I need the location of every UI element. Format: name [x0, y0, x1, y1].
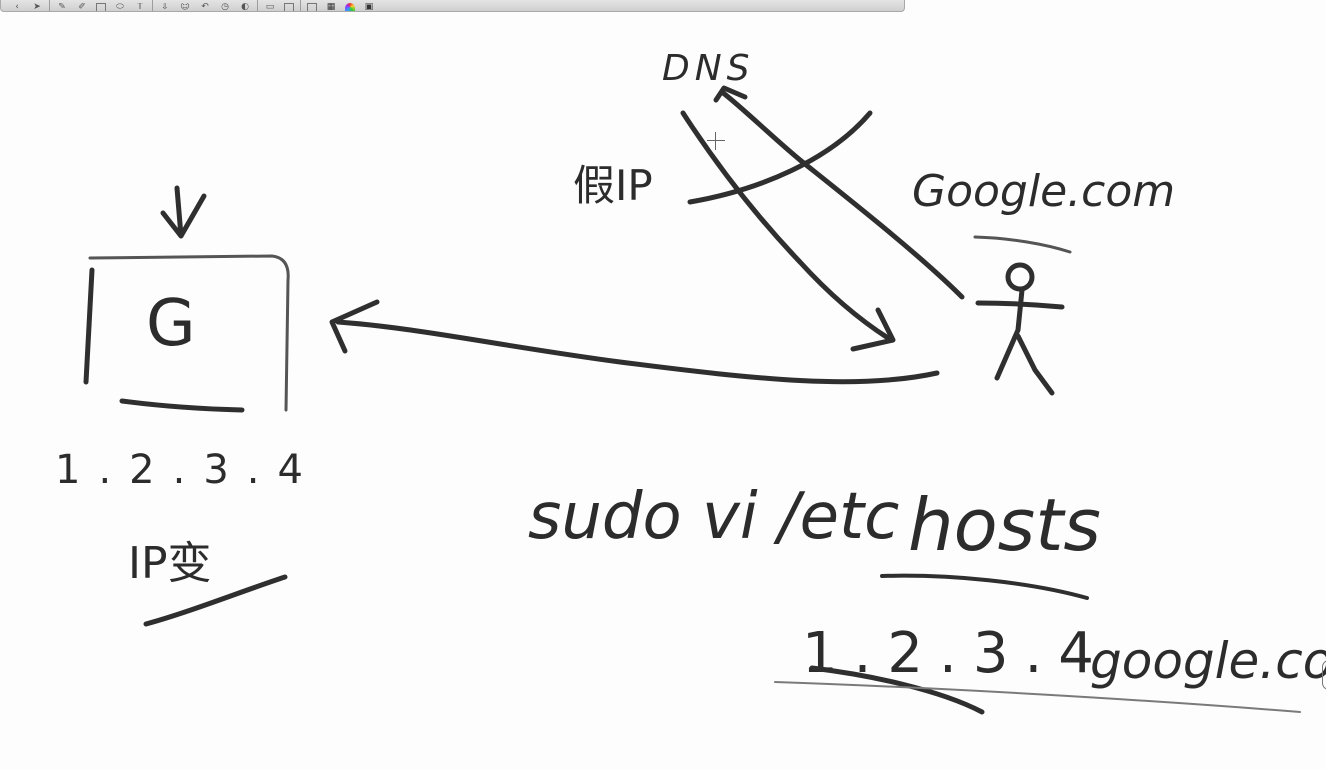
hosts-ip-underline — [809, 665, 985, 715]
fake-ip-label: 假IP — [573, 161, 653, 210]
shape-icon[interactable]: ⬭ — [116, 3, 124, 11]
hosts-entry-domain: google.com — [1090, 632, 1326, 690]
fake-ip-stroke — [687, 110, 873, 205]
trash-icon[interactable] — [307, 3, 317, 11]
layers-icon[interactable]: ▣ — [364, 3, 374, 11]
color-icon[interactable]: ◐ — [241, 3, 249, 11]
domain-label: Google.com — [912, 166, 1175, 217]
toolbar-group-draw: ✎ ✐ ⬭ T — [50, 0, 153, 11]
request-arrow-head — [329, 299, 380, 354]
person-icon — [975, 262, 1065, 396]
request-arrow-line — [335, 319, 940, 385]
undo-icon[interactable]: ↶ — [201, 3, 209, 11]
pen-icon[interactable]: ✎ — [58, 3, 66, 11]
server-arrow-down — [160, 185, 207, 239]
image-icon[interactable] — [96, 3, 106, 11]
drawing-toolbar: ‹ ➤ ✎ ✐ ⬭ T ⇩ ☺ ↶ ◷ ◐ ▭ ▦ ▣ — [0, 0, 905, 12]
server-note-underline — [143, 574, 288, 627]
hosts-entry-underline — [774, 681, 1301, 713]
crosshair-cursor-icon — [707, 132, 725, 150]
dns-label: DNS — [662, 48, 755, 89]
response-arrow-head — [850, 307, 896, 352]
server-ip: 1.2.3.4 — [55, 447, 321, 493]
highlighter-icon[interactable]: ✐ — [78, 3, 86, 11]
edge-circle-icon — [1322, 660, 1326, 690]
command-file: hosts — [908, 483, 1101, 567]
server-box-left — [83, 267, 95, 385]
clock-icon[interactable]: ◷ — [221, 3, 229, 11]
settings-icon[interactable]: ▦ — [326, 3, 336, 11]
hosts-underline — [880, 573, 1089, 600]
color-wheel-icon[interactable] — [345, 3, 355, 11]
hosts-entry-ip: 1.2.3.4 — [802, 621, 1110, 686]
arrow-down-icon[interactable]: ⇩ — [161, 3, 169, 11]
toolbar-group-end: ▦ ▣ — [301, 0, 381, 11]
toolbar-group-edit: ▭ — [258, 0, 301, 11]
toolbar-group-misc: ⇩ ☺ ↶ ◷ ◐ — [153, 0, 258, 11]
server-box-top-right — [88, 254, 290, 412]
server-ip-note: IP变 — [128, 538, 212, 589]
copy-icon[interactable]: ▭ — [265, 3, 275, 11]
pointer-icon[interactable]: ➤ — [33, 3, 41, 11]
server-letter: G — [146, 287, 196, 361]
clipboard-icon[interactable] — [284, 3, 294, 11]
domain-underline — [973, 235, 1072, 254]
toolbar-group-nav: ‹ ➤ — [5, 0, 50, 11]
command-prefix: sudo vi /etc — [528, 480, 899, 554]
chevron-left-icon[interactable]: ‹ — [15, 3, 19, 11]
smiley-icon[interactable]: ☺ — [180, 3, 190, 11]
server-box-bottom — [119, 398, 245, 413]
response-arrow-line — [680, 110, 891, 341]
text-icon[interactable]: T — [137, 3, 143, 11]
query-arrow-line — [719, 89, 965, 300]
query-arrow-head — [713, 85, 748, 103]
